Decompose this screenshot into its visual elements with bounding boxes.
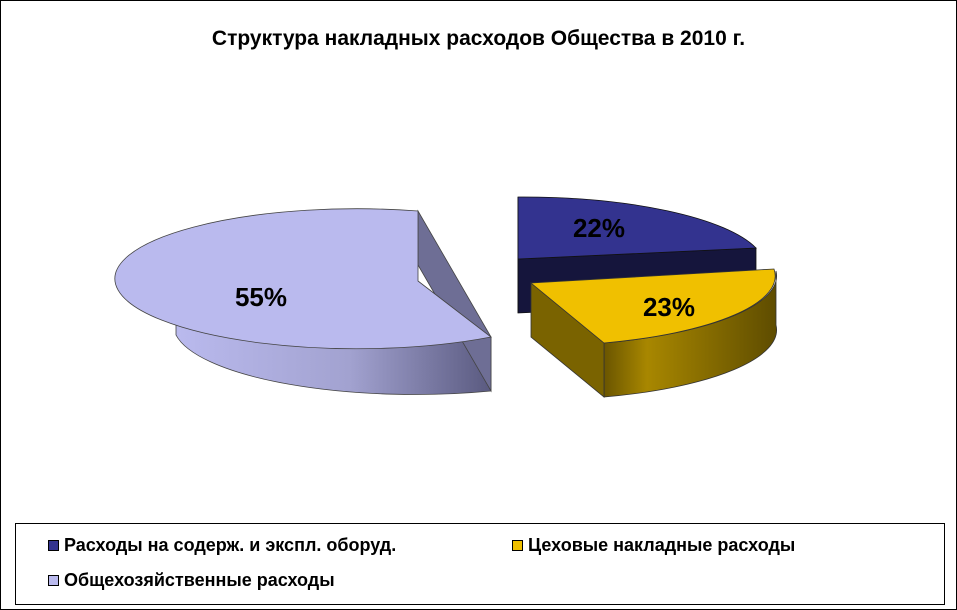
legend-item-workshop: Цеховые накладные расходы (512, 535, 795, 556)
legend-swatch-equipment (48, 540, 59, 551)
pie-slice-equipment-top (517, 196, 757, 260)
data-label-general: 55% (235, 282, 287, 312)
pie-slice-workshop (529, 268, 777, 398)
legend-item-equipment: Расходы на содерж. и экспл. оборуд. (48, 535, 396, 556)
legend-item-general: Общехозяйственные расходы (48, 570, 335, 591)
pie-slice-workshop-top (529, 268, 776, 344)
pie-chart: 22% 23% 55% (114, 196, 777, 398)
data-label-workshop: 23% (643, 292, 695, 322)
legend-label-workshop: Цеховые накладные расходы (528, 535, 796, 555)
data-label-equipment: 22% (573, 213, 625, 243)
legend-label-equipment: Расходы на содерж. и экспл. оборуд. (64, 535, 397, 555)
chart-title: Структура накладных расходов Общества в … (211, 27, 746, 50)
legend-label-general: Общехозяйственные расходы (64, 570, 335, 590)
legend-swatch-general (48, 575, 59, 586)
legend: Расходы на содерж. и экспл. оборуд. Цехо… (15, 523, 945, 605)
pie-slice-general-top (114, 208, 492, 350)
pie-slice-general (114, 208, 492, 395)
legend-swatch-workshop (512, 540, 523, 551)
